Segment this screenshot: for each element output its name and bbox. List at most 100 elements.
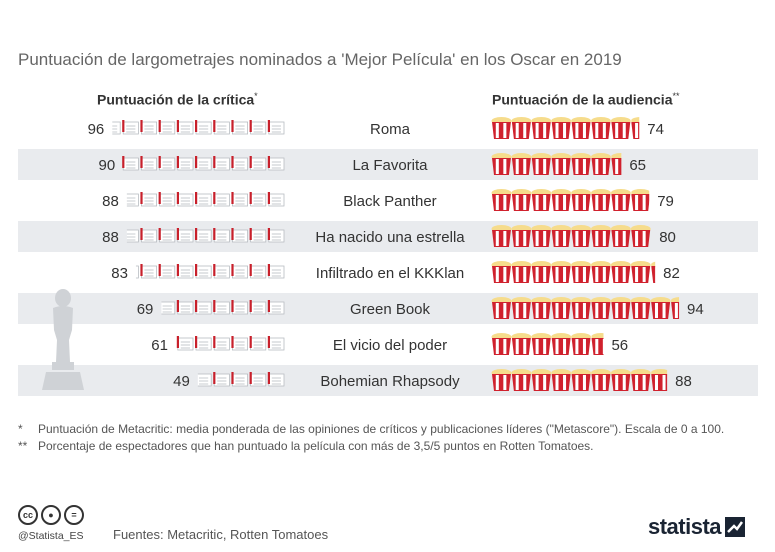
statista-handle[interactable]: @Statista_ES — [18, 530, 84, 542]
clapper-icon — [122, 120, 139, 135]
clapper-hinge — [231, 228, 234, 240]
clapper-icon — [267, 120, 285, 135]
critics-score-icons — [126, 192, 285, 207]
popcorn-stripe — [523, 339, 527, 354]
critics-score-icons — [176, 336, 285, 351]
popcorn-stripe — [503, 123, 507, 138]
popcorn-icon — [591, 369, 611, 391]
clapper-hinge — [158, 264, 161, 276]
clapper-hinge — [176, 192, 179, 204]
popcorn-icon — [571, 261, 591, 283]
popcorn-stripe — [595, 195, 599, 210]
clapper-icon — [249, 300, 267, 315]
clapper-hinge — [158, 156, 161, 168]
popcorn-stripe — [642, 267, 646, 282]
movie-label: Ha nacido una estrella — [315, 229, 465, 246]
clapper-icon — [158, 264, 176, 279]
popcorn-box — [492, 194, 511, 211]
clapper-icon — [249, 336, 267, 351]
popcorn-box — [492, 302, 511, 319]
popcorn-icon — [591, 333, 604, 355]
clapper-icon — [195, 192, 212, 207]
popcorn-stripe — [654, 267, 656, 282]
clapper-icon — [176, 228, 194, 243]
popcorn-stripe — [523, 159, 527, 174]
popcorn-icon — [671, 297, 680, 319]
popcorn-stripe — [495, 375, 499, 390]
oscar-head — [55, 289, 71, 307]
clapper-icon — [249, 228, 267, 243]
clapper-hinge — [267, 156, 270, 168]
popcorn-icon — [571, 333, 591, 355]
clapper-hinge — [176, 336, 179, 348]
popcorn-stripe — [615, 195, 619, 210]
audience-score-icons — [491, 153, 622, 175]
popcorn-box — [492, 230, 511, 247]
audience-header: Puntuación de la audiencia** — [492, 91, 680, 108]
clapper-hinge — [231, 300, 234, 312]
popcorn-stripe — [643, 123, 646, 138]
popcorn-stripe — [575, 231, 579, 246]
clapper-icon — [231, 228, 248, 243]
statista-logo[interactable]: statista — [648, 514, 746, 540]
popcorn-box — [531, 302, 551, 319]
popcorn-icon — [511, 369, 532, 391]
audience-value-label: 74 — [647, 121, 664, 138]
popcorn-box — [551, 338, 571, 355]
popcorn-icon — [631, 189, 650, 211]
popcorn-icon — [551, 369, 572, 391]
popcorn-stripe — [543, 303, 547, 318]
critics-header: Puntuación de la crítica* — [97, 91, 258, 108]
popcorn-box — [531, 230, 551, 247]
popcorn-stripe — [543, 375, 547, 390]
popcorn-stripe — [575, 267, 579, 282]
clapper-hinge — [140, 156, 143, 168]
clapper-hinge — [267, 120, 270, 132]
popcorn-box — [531, 194, 551, 211]
audience-header-footnote-mark: ** — [672, 91, 680, 101]
popcorn-icon — [610, 117, 631, 139]
license-icons[interactable]: cc ● = — [18, 505, 84, 525]
clapper-hinge — [231, 192, 234, 204]
audience-value-label: 82 — [663, 265, 680, 282]
popcorn-stripe — [563, 303, 567, 318]
clapper-hinge — [176, 156, 179, 168]
popcorn-stripe — [543, 339, 547, 354]
clapper-hinge — [249, 336, 252, 348]
clapper-icon — [231, 300, 248, 315]
clapper-partial-icon — [161, 301, 176, 315]
popcorn-icon — [491, 369, 512, 391]
popcorn-stripe — [515, 195, 519, 210]
popcorn-stripe — [515, 267, 519, 282]
popcorn-icon — [491, 225, 512, 247]
footnote-mark: * — [18, 422, 23, 436]
popcorn-stripe — [602, 123, 606, 138]
audience-value-label: 65 — [629, 157, 646, 174]
popcorn-stripe — [515, 123, 519, 138]
popcorn-stripe — [602, 231, 606, 246]
movie-label: La Favorita — [352, 157, 428, 174]
popcorn-icon — [610, 189, 631, 211]
popcorn-stripe — [555, 195, 559, 210]
audience-score-icons — [491, 261, 656, 283]
popcorn-box — [611, 230, 631, 247]
popcorn-box — [571, 302, 591, 319]
clapper-icon — [267, 336, 285, 351]
clapper-icon — [213, 228, 230, 243]
popcorn-stripe — [602, 339, 604, 354]
popcorn-box — [511, 158, 531, 175]
popcorn-stripe — [503, 231, 507, 246]
clapper-icon — [176, 156, 194, 171]
popcorn-box — [631, 230, 651, 247]
popcorn-icon — [531, 369, 552, 391]
popcorn-stripe — [503, 159, 507, 174]
clapper-icon — [176, 336, 194, 351]
popcorn-box — [511, 266, 531, 283]
popcorn-box — [571, 338, 591, 355]
clapper-icon — [231, 120, 248, 135]
popcorn-icon — [491, 153, 512, 175]
popcorn-box — [611, 374, 631, 391]
clapper-icon — [176, 300, 194, 315]
popcorn-box — [531, 122, 551, 139]
popcorn-stripe — [535, 339, 539, 354]
